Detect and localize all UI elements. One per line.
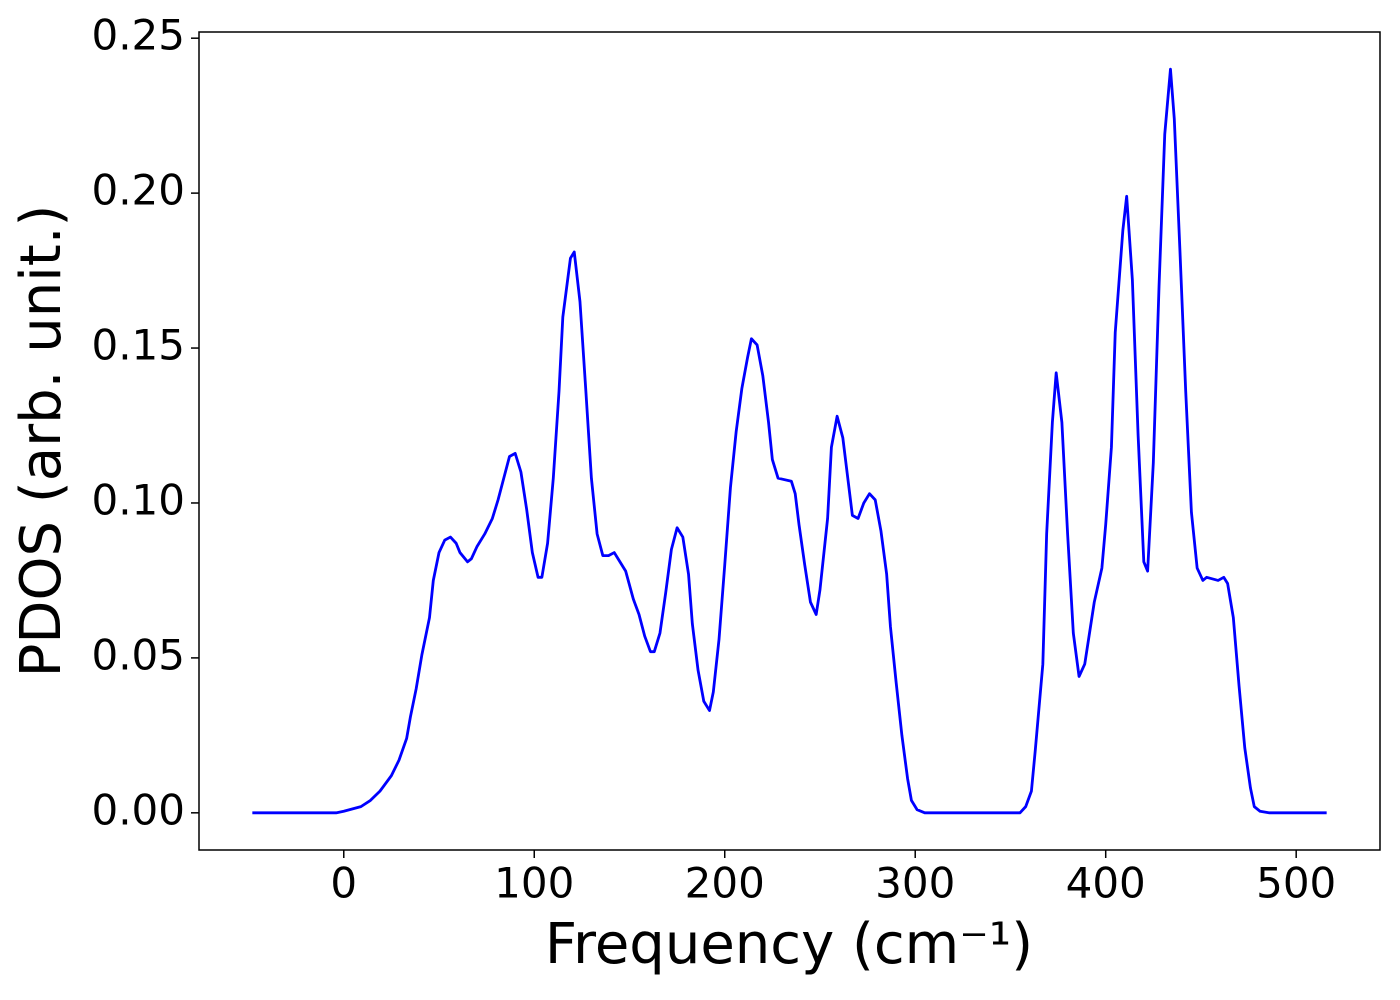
y-tick-label: 0.10 xyxy=(91,475,185,524)
x-tick-label: 100 xyxy=(494,859,574,908)
x-tick-label: 400 xyxy=(1066,859,1146,908)
x-tick-label: 200 xyxy=(685,859,765,908)
data-line xyxy=(252,67,1327,815)
y-axis-label: PDOS (arb. unit.) xyxy=(9,205,74,678)
y-tick-label: 0.25 xyxy=(91,11,185,60)
plot-frame xyxy=(198,31,1381,851)
x-tick-label: 0 xyxy=(330,859,357,908)
y-tick-label: 0.20 xyxy=(91,166,185,215)
x-tick-label: 500 xyxy=(1256,859,1336,908)
x-axis-label: Frequency (cm⁻¹) xyxy=(545,912,1033,977)
y-tick-label: 0.00 xyxy=(91,785,185,834)
x-tick-label: 300 xyxy=(875,859,955,908)
y-tick-label: 0.05 xyxy=(91,630,185,679)
y-tick-label: 0.15 xyxy=(91,321,185,370)
